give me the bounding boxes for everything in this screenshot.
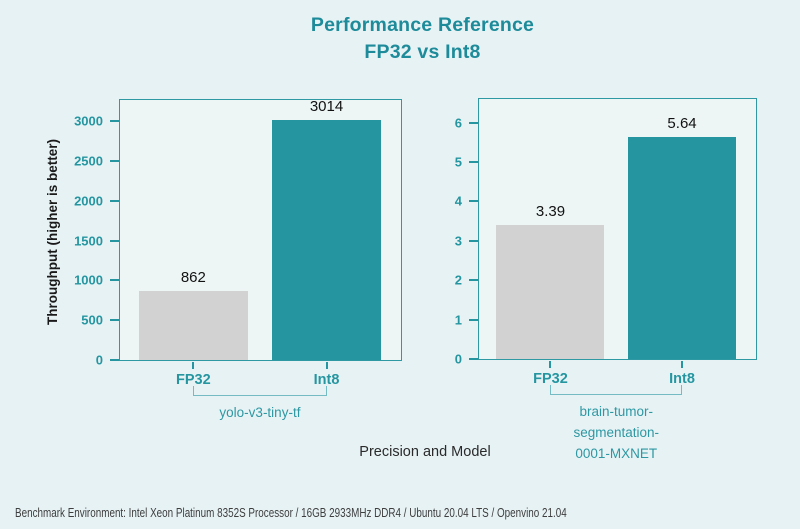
- group-bracket: [193, 386, 327, 396]
- bar: [496, 225, 605, 359]
- y-tick-label: 500: [81, 312, 103, 328]
- group-bracket: [550, 385, 683, 395]
- left-chart-plot: 0 500 1000 1500 2000 2500 3000 862 FP32 3014 Int8 y…: [74, 98, 402, 420]
- x-tick-mark: [192, 361, 195, 369]
- y-tick-mark: [468, 318, 478, 321]
- bar: [271, 120, 382, 360]
- y-tick-label: 6: [454, 115, 462, 131]
- x-tick-mark: [549, 360, 552, 368]
- bar-value-label: 3.39: [535, 203, 566, 221]
- x-tick-mark: [325, 361, 328, 369]
- x-category-label: Int8: [669, 371, 695, 387]
- chart-title-line2: FP32 vs Int8: [364, 41, 481, 63]
- y-tick-label: 2000: [74, 193, 103, 209]
- y-tick-mark: [468, 200, 478, 203]
- y-tick-label: 1500: [74, 233, 103, 249]
- y-tick-mark: [109, 239, 119, 242]
- x-category-label: Int8: [313, 372, 340, 388]
- y-tick-mark: [468, 358, 478, 360]
- chart-title: Performance Reference FP32 vs Int8: [45, 12, 800, 66]
- group-label: brain-tumor- segmentation- 0001-MXNET: [573, 404, 660, 461]
- y-tick-mark: [109, 359, 119, 361]
- y-tick-label: 5: [454, 154, 462, 170]
- y-tick-mark: [468, 279, 478, 282]
- x-category-label: FP32: [175, 372, 211, 388]
- y-tick-label: 2500: [74, 153, 103, 169]
- y-tick-mark: [468, 121, 478, 124]
- y-tick-label: 1: [454, 312, 462, 328]
- y-tick-label: 3: [454, 233, 462, 249]
- benchmark-environment-note: Benchmark Environment: Intel Xeon Platin…: [15, 505, 567, 520]
- x-tick-mark: [681, 360, 684, 368]
- y-tick-label: 1000: [74, 272, 103, 288]
- y-axis-label: Throughput (higher is better): [45, 139, 60, 325]
- y-tick-mark: [109, 199, 119, 202]
- y-tick-mark: [109, 120, 119, 123]
- x-category-label: FP32: [533, 371, 568, 387]
- y-tick-mark: [468, 239, 478, 242]
- bar: [628, 136, 737, 359]
- bar: [138, 291, 249, 360]
- y-tick-label: 4: [454, 193, 462, 209]
- y-tick-label: 3000: [74, 113, 103, 129]
- y-tick-mark: [109, 319, 119, 322]
- y-tick-mark: [109, 159, 119, 162]
- y-tick-mark: [109, 279, 119, 282]
- bar-value-label: 3014: [309, 98, 344, 115]
- group-label: yolo-v3-tiny-tf: [219, 405, 301, 420]
- right-chart-plot: 0 1 2 3 4 5 6 3.39 FP32 5.64 Int8 brain-tumor- segm…: [455, 98, 757, 461]
- y-tick-label: 0: [454, 351, 462, 367]
- y-tick-mark: [468, 161, 478, 164]
- x-axis-label: Precision and Model: [359, 444, 491, 460]
- bar-value-label: 5.64: [667, 114, 697, 132]
- y-tick-label: 0: [95, 352, 103, 368]
- chart-title-line1: Performance Reference: [310, 14, 535, 36]
- y-tick-label: 2: [454, 272, 462, 288]
- bar-value-label: 862: [180, 269, 206, 287]
